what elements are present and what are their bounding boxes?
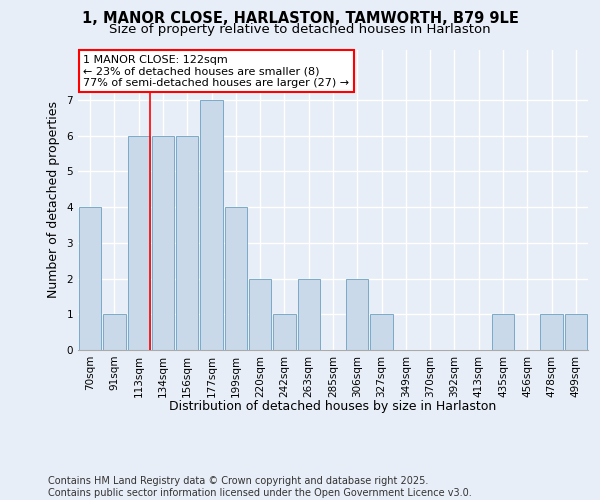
Bar bbox=[176, 136, 199, 350]
Bar bbox=[224, 207, 247, 350]
Bar bbox=[103, 314, 125, 350]
Bar bbox=[565, 314, 587, 350]
Bar bbox=[79, 207, 101, 350]
Text: 1 MANOR CLOSE: 122sqm
← 23% of detached houses are smaller (8)
77% of semi-detac: 1 MANOR CLOSE: 122sqm ← 23% of detached … bbox=[83, 54, 349, 88]
Text: Contains HM Land Registry data © Crown copyright and database right 2025.
Contai: Contains HM Land Registry data © Crown c… bbox=[48, 476, 472, 498]
Bar bbox=[298, 278, 320, 350]
Text: 1, MANOR CLOSE, HARLASTON, TAMWORTH, B79 9LE: 1, MANOR CLOSE, HARLASTON, TAMWORTH, B79… bbox=[82, 11, 518, 26]
Bar bbox=[128, 136, 150, 350]
X-axis label: Distribution of detached houses by size in Harlaston: Distribution of detached houses by size … bbox=[169, 400, 497, 413]
Bar bbox=[346, 278, 368, 350]
Bar bbox=[249, 278, 271, 350]
Bar bbox=[370, 314, 393, 350]
Bar bbox=[541, 314, 563, 350]
Text: Size of property relative to detached houses in Harlaston: Size of property relative to detached ho… bbox=[109, 22, 491, 36]
Y-axis label: Number of detached properties: Number of detached properties bbox=[47, 102, 59, 298]
Bar bbox=[492, 314, 514, 350]
Bar bbox=[152, 136, 174, 350]
Bar bbox=[200, 100, 223, 350]
Bar bbox=[273, 314, 296, 350]
